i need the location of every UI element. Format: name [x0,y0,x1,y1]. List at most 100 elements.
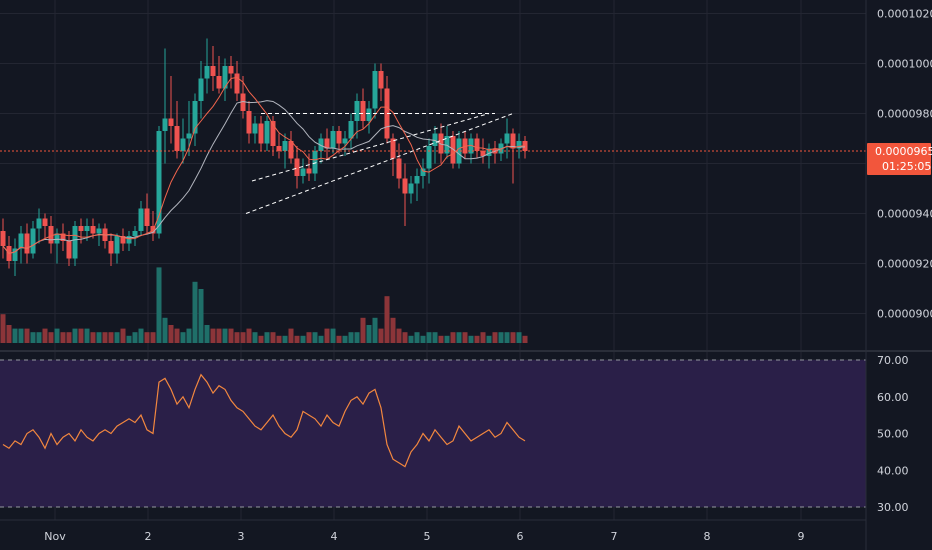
candle [180,118,186,164]
volume-bar [192,281,198,343]
candle-body [468,138,474,154]
volume-bar [474,335,480,343]
candle-body [294,158,300,176]
candle [288,131,294,164]
volume-bar [210,328,216,343]
volume-bar [372,317,378,343]
candlesticks[interactable] [0,38,528,277]
volume-bar [150,332,156,343]
candle [432,126,438,164]
candle [372,63,378,119]
volume-bar [204,325,210,343]
candle [120,228,126,251]
price-axis[interactable]: 0.0001020 0.0001000 0.0000980 0.0000940 0.00… [877,8,932,321]
candle [360,88,366,129]
volume-bar [306,332,312,343]
last-price-value: 0.0000965 [875,145,932,158]
volume-bar [252,332,258,343]
candle [108,233,114,266]
candle [276,133,282,159]
candle-body [306,168,312,174]
candle-body [240,93,246,111]
price-tick-label: 0.0000900 [877,308,932,321]
candle-body [192,101,198,134]
volume-bar [144,332,150,343]
candle [342,131,348,156]
candle-body [114,236,120,254]
price-tick-label: 0.0000940 [877,208,932,221]
volume-bar [312,332,318,343]
candle-body [0,231,6,246]
volume-bar [102,332,108,343]
candle-body [510,133,516,149]
rsi-axis[interactable]: 70.00 60.00 50.00 40.00 30.00 [877,354,909,514]
candle-body [438,133,444,154]
candle-body [132,231,138,236]
volume-bar [114,332,120,343]
candle-body [90,226,96,234]
time-tick-label: 2 [145,530,152,543]
candle [246,101,252,144]
candle [216,56,222,94]
candle [12,238,18,276]
candle [408,176,414,204]
candle [204,38,210,94]
candle [252,116,258,144]
candle [396,143,402,189]
candle-body [354,101,360,121]
volume-bar [492,332,498,343]
candle-body [318,138,324,151]
candle [114,233,120,264]
trendlines[interactable] [245,113,514,214]
candle [234,61,240,101]
volume-bar [78,328,84,343]
candle-body [108,241,114,254]
candle-body [378,71,384,89]
volume-bar [402,332,408,343]
candle-body [30,228,36,254]
volume-bar [0,314,6,343]
candle-body [246,111,252,134]
volume-bar [96,332,102,343]
candle [24,223,30,264]
candle-body [60,233,66,241]
candle-countdown: 01:25:05 [882,160,931,173]
volume-bar [330,328,336,343]
last-price-badge [867,143,931,175]
candle [198,61,204,119]
price-tick-label: 0.0000920 [877,258,932,271]
candle-body [144,208,150,226]
candle [222,58,228,101]
candle [324,128,330,159]
candle-body [216,76,222,89]
candle-body [228,66,234,74]
volume-bar [216,328,222,343]
candle-body [120,236,126,244]
volume-bar [132,332,138,343]
candle-body [480,151,486,156]
candle [132,226,138,246]
volume-bar [108,332,114,343]
candle-body [396,158,402,179]
volume-bar [420,335,426,343]
candle-body [504,133,510,144]
candle [270,116,276,156]
time-axis[interactable]: Nov 2 3 4 5 6 7 8 9 [44,530,804,543]
volume-bar [234,332,240,343]
candle-body [126,236,132,244]
volume-bar [264,332,270,343]
volume-bar [486,335,492,343]
candle [42,213,48,239]
candle-body [258,123,264,144]
candle [306,153,312,181]
candle-body [390,138,396,159]
candle-body [444,136,450,154]
volume-bar [228,328,234,343]
volume-bar [324,328,330,343]
candle-body [222,66,228,89]
candle [348,113,354,149]
candle-body [366,108,372,121]
candle [354,93,360,139]
candle [426,138,432,184]
